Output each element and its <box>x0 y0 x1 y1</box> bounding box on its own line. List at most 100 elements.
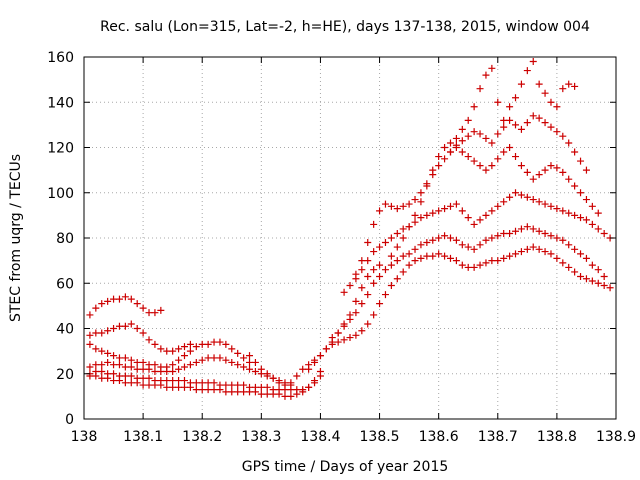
data-point <box>541 119 549 127</box>
data-point <box>393 243 401 251</box>
data-point <box>517 191 525 199</box>
data-point <box>98 329 106 337</box>
data-point <box>387 202 395 210</box>
data-point <box>145 309 153 317</box>
data-point <box>582 254 590 262</box>
data-point <box>198 379 206 387</box>
data-point <box>110 295 118 303</box>
data-point <box>86 363 94 371</box>
data-point <box>500 198 508 206</box>
data-point <box>376 261 384 269</box>
data-point <box>381 266 389 274</box>
data-point <box>180 383 188 391</box>
x-tick-label: 138 <box>71 429 98 445</box>
data-point <box>405 223 413 231</box>
data-point <box>588 277 596 285</box>
data-point <box>175 383 183 391</box>
data-series <box>446 58 579 156</box>
data-point <box>523 193 531 201</box>
data-point <box>547 232 555 240</box>
data-point <box>417 198 425 206</box>
x-axis-label: GPS time / Days of year 2015 <box>242 459 449 475</box>
data-point <box>393 275 401 283</box>
data-point <box>435 153 443 161</box>
data-point <box>565 263 573 271</box>
data-point <box>441 232 449 240</box>
data-point <box>577 214 585 222</box>
data-points <box>86 58 614 400</box>
data-point <box>222 340 230 348</box>
y-tick-label: 140 <box>47 95 74 111</box>
data-point <box>169 361 177 369</box>
data-point <box>470 245 478 253</box>
data-point <box>458 261 466 269</box>
data-point <box>175 345 183 353</box>
data-point <box>234 349 242 357</box>
data-point <box>588 202 596 210</box>
data-point <box>180 352 188 360</box>
data-point <box>494 130 502 138</box>
data-point <box>393 205 401 213</box>
data-point <box>127 295 135 303</box>
data-point <box>559 85 567 93</box>
data-point <box>110 325 118 332</box>
data-point <box>376 207 384 215</box>
data-point <box>376 300 384 308</box>
data-point <box>98 367 106 375</box>
data-point <box>115 361 123 369</box>
data-point <box>139 358 147 366</box>
data-point <box>464 243 472 251</box>
data-point <box>275 390 283 398</box>
data-point <box>476 241 484 249</box>
data-point <box>452 236 460 244</box>
data-point <box>517 125 525 133</box>
data-point <box>535 227 543 235</box>
data-point <box>240 381 248 389</box>
data-point <box>198 340 206 348</box>
data-point <box>446 254 454 262</box>
data-point <box>346 282 354 290</box>
data-point <box>228 345 236 353</box>
data-point <box>228 358 236 366</box>
data-point <box>175 365 183 373</box>
data-point <box>121 379 129 387</box>
data-point <box>121 372 129 380</box>
data-point <box>559 259 567 267</box>
data-point <box>127 372 135 380</box>
data-point <box>553 164 561 172</box>
data-point <box>559 236 567 244</box>
data-point <box>204 386 212 394</box>
grid-lines <box>84 57 616 419</box>
data-point <box>517 80 525 88</box>
data-series <box>86 354 295 389</box>
data-point <box>577 272 585 280</box>
data-point <box>110 370 118 378</box>
data-point <box>92 345 100 353</box>
data-point <box>316 352 324 360</box>
data-point <box>192 343 200 351</box>
data-point <box>464 263 472 271</box>
data-point <box>523 119 531 127</box>
data-point <box>287 379 295 387</box>
data-point <box>594 225 602 233</box>
data-point <box>246 358 254 366</box>
data-point <box>180 377 188 385</box>
data-series <box>86 293 165 319</box>
data-point <box>476 162 484 170</box>
data-point <box>523 168 531 176</box>
data-point <box>281 392 289 400</box>
data-point <box>257 365 265 373</box>
data-point <box>104 349 112 357</box>
data-point <box>352 309 360 317</box>
data-point <box>251 358 259 366</box>
data-point <box>482 134 490 142</box>
data-point <box>127 356 135 364</box>
data-point <box>139 304 147 312</box>
data-point <box>594 209 602 217</box>
data-point <box>104 374 112 382</box>
data-point <box>529 196 537 204</box>
data-point <box>417 189 425 197</box>
x-tick-label: 138.3 <box>241 429 281 445</box>
data-point <box>452 257 460 265</box>
data-point <box>145 381 153 389</box>
